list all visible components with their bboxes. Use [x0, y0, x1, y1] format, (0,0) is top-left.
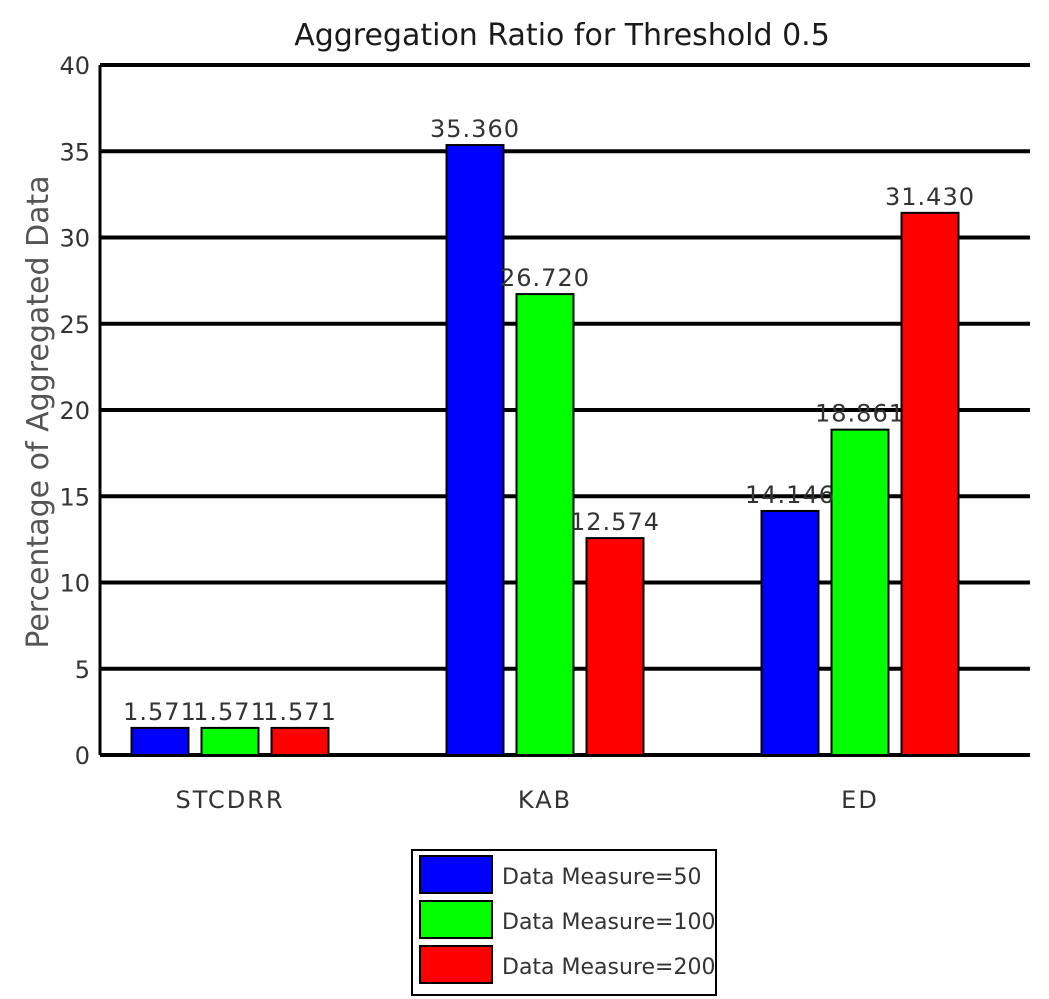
bar-stcdrr-series-1 — [130, 726, 190, 757]
bar-ed-series-2 — [830, 428, 890, 756]
y-tick-label: 25 — [59, 311, 90, 339]
data-label: 1.571 — [193, 698, 267, 726]
data-label: 26.720 — [500, 264, 590, 292]
y-tick-label: 35 — [59, 138, 90, 166]
data-label: 31.430 — [885, 183, 975, 211]
chart-title: Aggregation Ratio for Threshold 0.5 — [294, 18, 830, 53]
bar-kab-series-3 — [585, 537, 645, 757]
data-labels: 1.5711.5711.57135.36026.72012.57414.1461… — [123, 115, 975, 726]
data-label: 14.146 — [745, 481, 835, 509]
y-tick-label: 20 — [59, 397, 90, 425]
bar-stcdrr-series-2 — [200, 726, 260, 757]
bar-kab-series-2 — [515, 293, 575, 756]
y-tick-label: 40 — [59, 52, 90, 80]
data-label: 12.574 — [570, 508, 660, 536]
data-label: 18.861 — [815, 400, 905, 428]
legend-label: Data Measure=50 — [502, 865, 701, 890]
x-category-label: KAB — [518, 786, 572, 814]
y-axis-label: Percentage of Aggregated Data — [21, 175, 56, 648]
y-axis-ticks: 0 5 10 15 20 25 30 35 40 — [59, 52, 90, 770]
legend-swatch — [419, 945, 493, 984]
data-label: 1.571 — [123, 698, 197, 726]
bars — [130, 144, 960, 757]
x-category-label: ED — [841, 786, 879, 814]
data-label: 1.571 — [263, 698, 337, 726]
legend-swatch — [419, 900, 493, 939]
x-category-label: STCDRR — [175, 786, 284, 814]
legend-label: Data Measure=200 — [502, 955, 715, 980]
legend: Data Measure=50 Data Measure=100 Data Meas… — [411, 849, 717, 996]
y-tick-label: 10 — [59, 570, 90, 598]
legend-swatch — [419, 855, 493, 894]
bar-kab-series-1 — [445, 144, 505, 757]
bar-stcdrr-series-3 — [270, 726, 330, 757]
bar-ed-series-3 — [900, 211, 960, 756]
y-tick-label: 15 — [59, 483, 90, 511]
x-axis-categories: STCDRR KAB ED — [175, 786, 879, 814]
y-tick-label: 5 — [75, 656, 90, 684]
bar-ed-series-1 — [760, 509, 820, 756]
y-tick-label: 0 — [75, 742, 90, 770]
y-tick-label: 30 — [59, 225, 90, 253]
legend-label: Data Measure=100 — [502, 910, 715, 935]
data-label: 35.360 — [430, 115, 520, 143]
